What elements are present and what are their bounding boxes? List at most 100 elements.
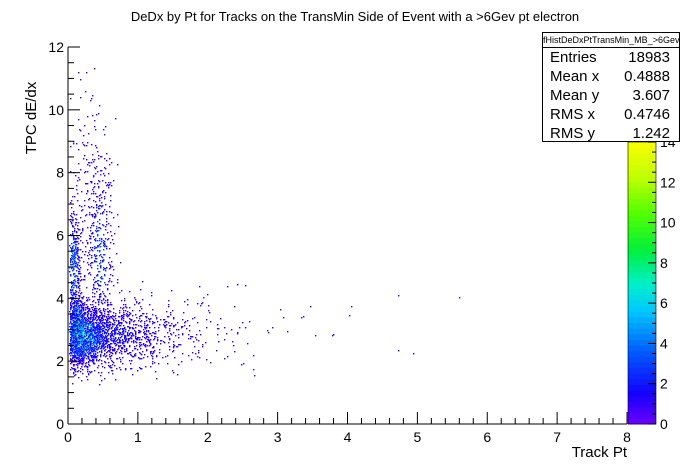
heatmap-cell	[108, 344, 110, 346]
stats-row: Mean y 3.607	[543, 86, 679, 105]
heatmap-cell	[119, 310, 121, 312]
heatmap-cell	[97, 338, 99, 340]
heatmap-cell	[85, 91, 87, 93]
heatmap-cell	[162, 357, 164, 359]
heatmap-cell	[81, 334, 83, 336]
heatmap-cell	[97, 196, 99, 198]
heatmap-cell	[80, 304, 82, 306]
heatmap-cell	[77, 282, 79, 284]
heatmap-cell	[91, 341, 93, 343]
heatmap-cell	[103, 345, 105, 347]
heatmap-cell	[100, 265, 102, 267]
heatmap-cell	[109, 348, 111, 350]
heatmap-cell	[144, 323, 146, 325]
heatmap-cell	[79, 332, 81, 334]
heatmap-cell	[81, 342, 83, 344]
heatmap-cell	[92, 309, 94, 311]
heatmap-cell	[90, 331, 92, 333]
heatmap-cell	[82, 339, 84, 341]
heatmap-cell	[92, 337, 94, 339]
heatmap-cell	[108, 362, 110, 364]
heatmap-cell	[124, 314, 126, 316]
heatmap-cell	[159, 352, 161, 354]
heatmap-cell	[90, 227, 92, 229]
heatmap-cell	[93, 362, 95, 364]
heatmap-cell	[148, 339, 150, 341]
heatmap-cell	[81, 307, 83, 309]
heatmap-cell	[107, 325, 109, 327]
heatmap-cell	[112, 347, 114, 349]
heatmap-cell	[72, 247, 74, 249]
heatmap-cell	[164, 326, 166, 328]
heatmap-cell	[79, 345, 81, 347]
heatmap-cell	[82, 297, 84, 299]
heatmap-cell	[168, 306, 170, 308]
heatmap-cell	[92, 338, 94, 340]
heatmap-cell	[70, 292, 72, 294]
heatmap-cell	[83, 326, 85, 328]
heatmap-cell	[79, 311, 81, 313]
heatmap-cell	[108, 223, 110, 225]
heatmap-cell	[99, 244, 101, 246]
heatmap-cell	[87, 191, 89, 193]
heatmap-cell	[99, 328, 101, 330]
heatmap-cell	[86, 324, 88, 326]
heatmap-cell	[107, 358, 109, 360]
heatmap-cell	[82, 320, 84, 322]
heatmap-cell	[92, 360, 94, 362]
heatmap-cell	[179, 344, 181, 346]
heatmap-cell	[76, 317, 78, 319]
heatmap-cell	[168, 316, 170, 318]
heatmap-cell	[280, 309, 282, 311]
heatmap-cell	[70, 305, 72, 307]
colorbar-segment	[628, 390, 656, 397]
heatmap-cell	[199, 330, 201, 332]
heatmap-cell	[87, 183, 89, 185]
heatmap-cell	[123, 316, 125, 318]
stats-value: 0.4746	[624, 106, 670, 123]
heatmap-cell	[75, 349, 77, 351]
heatmap-cell	[109, 346, 111, 348]
heatmap-cell	[103, 298, 105, 300]
heatmap-cell	[78, 280, 80, 282]
heatmap-cell	[116, 358, 118, 360]
heatmap-cell	[87, 342, 89, 344]
heatmap-cell	[82, 221, 84, 223]
heatmap-cell	[82, 373, 84, 375]
heatmap-cell	[88, 340, 90, 342]
heatmap-cell	[105, 168, 107, 170]
heatmap-cell	[80, 360, 82, 362]
heatmap-cell	[74, 351, 76, 353]
heatmap-cell	[98, 284, 100, 286]
heatmap-cell	[74, 368, 76, 370]
heatmap-cell	[129, 338, 131, 340]
heatmap-cell	[173, 318, 175, 320]
x-tick-label: 4	[344, 429, 352, 445]
heatmap-cell	[74, 255, 76, 257]
heatmap-cell	[83, 144, 85, 146]
heatmap-cell	[132, 374, 134, 376]
heatmap-cell	[86, 240, 88, 242]
heatmap-cell	[99, 105, 101, 107]
heatmap-cell	[103, 319, 105, 321]
heatmap-cell	[123, 312, 125, 314]
heatmap-cell	[115, 313, 117, 315]
heatmap-cell	[94, 213, 96, 215]
heatmap-cell	[85, 339, 87, 341]
heatmap-cell	[75, 352, 77, 354]
heatmap-cell	[109, 354, 111, 356]
heatmap-cell	[89, 337, 91, 339]
heatmap-cell	[79, 295, 81, 297]
heatmap-cell	[107, 284, 109, 286]
colorbar-segment	[628, 345, 656, 352]
heatmap-cell	[126, 313, 128, 315]
heatmap-cell	[85, 330, 87, 332]
heatmap-cell	[94, 340, 96, 342]
heatmap-cell	[112, 239, 114, 241]
heatmap-cell	[154, 322, 156, 324]
heatmap-cell	[77, 248, 79, 250]
heatmap-cell	[98, 317, 100, 319]
heatmap-cell	[106, 336, 108, 338]
heatmap-cell	[78, 328, 80, 330]
heatmap-cell	[76, 305, 78, 307]
